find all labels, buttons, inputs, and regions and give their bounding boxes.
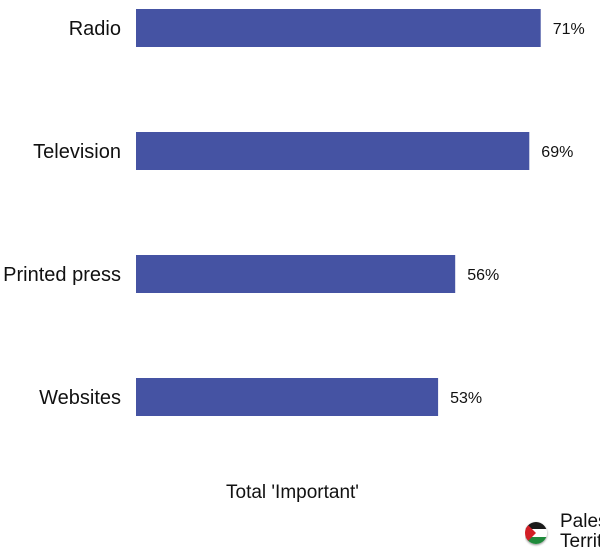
category-label: Television bbox=[33, 141, 121, 163]
palestine-flag-icon bbox=[525, 522, 547, 544]
bar-websites bbox=[136, 378, 439, 416]
value-label: 69% bbox=[541, 144, 573, 161]
value-label: 53% bbox=[450, 390, 482, 407]
value-label: 56% bbox=[467, 267, 499, 284]
legend-label: Palestinian Territories bbox=[560, 512, 600, 552]
category-label: Radio bbox=[69, 18, 121, 40]
category-label: Printed press bbox=[3, 264, 121, 286]
category-label: Websites bbox=[39, 387, 121, 409]
x-axis-label: Total 'Important' bbox=[226, 482, 359, 503]
legend-label-line1: Palestinian bbox=[560, 512, 600, 532]
legend-label-line2: Territories bbox=[560, 531, 600, 552]
value-label: 71% bbox=[553, 21, 585, 38]
legend: Palestinian Territories bbox=[525, 512, 600, 556]
bar-printed-press bbox=[136, 255, 456, 293]
bar-radio bbox=[136, 9, 541, 47]
bar-television bbox=[136, 132, 530, 170]
